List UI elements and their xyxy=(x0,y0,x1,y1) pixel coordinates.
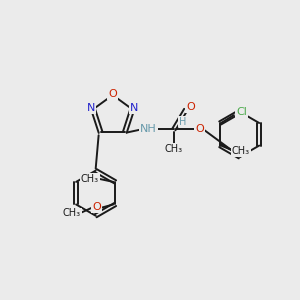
Text: O: O xyxy=(195,124,204,134)
Text: N: N xyxy=(87,103,95,113)
Text: H: H xyxy=(179,116,186,127)
Text: CH₃: CH₃ xyxy=(165,144,183,154)
Text: CH₃: CH₃ xyxy=(232,146,250,157)
Text: N: N xyxy=(130,103,139,113)
Text: Cl: Cl xyxy=(236,107,247,117)
Text: O: O xyxy=(108,89,117,99)
Text: O: O xyxy=(186,102,195,112)
Text: CH₃: CH₃ xyxy=(81,174,99,184)
Text: O: O xyxy=(92,202,101,212)
Text: NH: NH xyxy=(140,124,157,134)
Text: CH₃: CH₃ xyxy=(63,208,81,218)
